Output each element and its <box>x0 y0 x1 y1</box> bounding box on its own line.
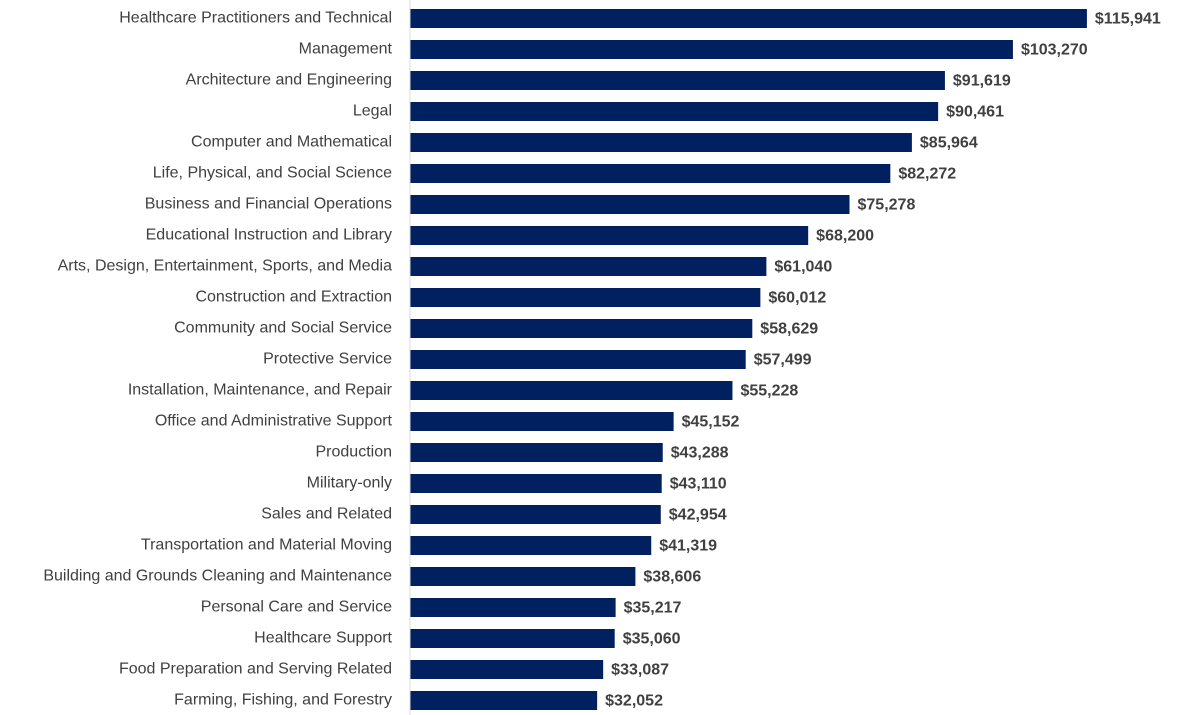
bar <box>410 133 912 152</box>
category-label: Installation, Maintenance, and Repair <box>128 382 393 399</box>
bar <box>410 102 939 121</box>
value-label: $115,941 <box>1095 11 1161 28</box>
category-label: Building and Grounds Cleaning and Mainte… <box>43 568 392 585</box>
category-label: Transportation and Material Moving <box>141 537 392 554</box>
bar <box>410 443 663 462</box>
category-label: Computer and Mathematical <box>191 134 392 151</box>
category-label: Food Preparation and Serving Related <box>119 661 392 678</box>
bar <box>410 350 746 369</box>
value-label: $57,499 <box>754 352 812 369</box>
category-label: Life, Physical, and Social Science <box>153 165 392 182</box>
value-label: $68,200 <box>816 228 874 245</box>
bar <box>410 598 616 617</box>
bar <box>410 691 598 710</box>
value-label: $35,060 <box>623 631 681 648</box>
bar <box>410 319 753 338</box>
category-label: Production <box>316 444 393 461</box>
value-label: $103,270 <box>1021 42 1088 59</box>
category-label: Architecture and Engineering <box>186 72 392 89</box>
category-label: Sales and Related <box>261 506 392 523</box>
value-label: $32,052 <box>605 693 663 710</box>
bar <box>410 226 809 245</box>
bar <box>410 257 767 276</box>
category-label: Healthcare Support <box>254 630 392 647</box>
value-label: $45,152 <box>682 414 740 431</box>
bar <box>410 629 615 648</box>
category-label: Farming, Fishing, and Forestry <box>174 692 392 709</box>
category-label: Protective Service <box>263 351 392 368</box>
value-label: $60,012 <box>768 290 826 307</box>
value-label: $91,619 <box>953 73 1011 90</box>
value-label: $82,272 <box>898 166 956 183</box>
category-label: Healthcare Practitioners and Technical <box>119 10 392 27</box>
category-label: Personal Care and Service <box>201 599 392 616</box>
bar <box>410 381 733 400</box>
bar <box>410 412 674 431</box>
value-label: $85,964 <box>920 135 978 152</box>
category-label: Community and Social Service <box>174 320 392 337</box>
value-label: $41,319 <box>659 538 717 555</box>
bar <box>410 505 661 524</box>
value-label: $61,040 <box>774 259 832 276</box>
bar <box>410 536 652 555</box>
bar <box>410 195 850 214</box>
value-label: $90,461 <box>946 104 1004 121</box>
category-label: Legal <box>353 103 392 120</box>
value-label: $43,288 <box>671 445 729 462</box>
bar <box>410 71 945 90</box>
bar <box>410 567 636 586</box>
category-label: Educational Instruction and Library <box>146 227 392 244</box>
value-label: $58,629 <box>760 321 818 338</box>
bar <box>410 164 891 183</box>
bar <box>410 9 1087 28</box>
value-label: $42,954 <box>669 507 727 524</box>
value-label: $55,228 <box>740 383 798 400</box>
bar <box>410 40 1013 59</box>
category-label: Office and Administrative Support <box>155 413 393 430</box>
category-label: Business and Financial Operations <box>145 196 392 213</box>
value-label: $43,110 <box>670 476 727 493</box>
bar <box>410 660 604 679</box>
value-label: $33,087 <box>611 662 669 679</box>
value-label: $75,278 <box>858 197 916 214</box>
bar <box>410 288 761 307</box>
bar <box>410 474 662 493</box>
category-label: Management <box>299 41 393 58</box>
category-label: Arts, Design, Entertainment, Sports, and… <box>58 258 392 275</box>
value-label: $35,217 <box>624 600 682 617</box>
category-label: Military-only <box>307 475 392 492</box>
value-label: $38,606 <box>643 569 701 586</box>
category-label: Construction and Extraction <box>195 289 392 306</box>
